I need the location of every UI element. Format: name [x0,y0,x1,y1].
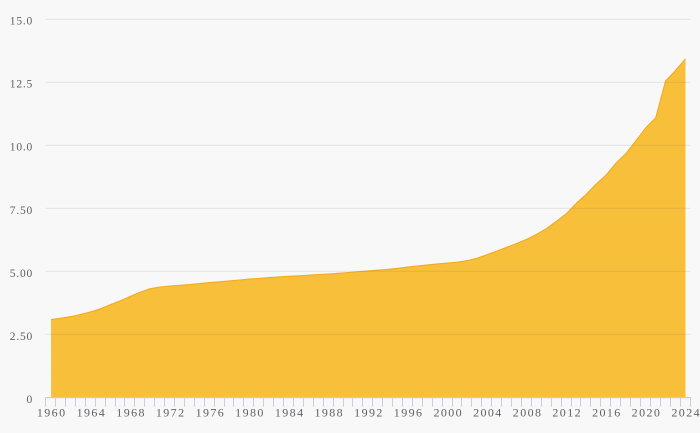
svg-text:2020: 2020 [632,406,662,420]
svg-text:2.50: 2.50 [10,331,33,343]
svg-text:2016: 2016 [592,406,622,420]
svg-text:1988: 1988 [314,406,344,420]
svg-text:1984: 1984 [275,406,305,420]
svg-text:1960: 1960 [37,406,67,420]
svg-text:7.50: 7.50 [10,205,33,217]
svg-text:1976: 1976 [196,406,226,420]
svg-text:2008: 2008 [513,406,543,420]
svg-text:2024: 2024 [671,406,700,420]
svg-text:10.0: 10.0 [10,142,33,154]
svg-text:2000: 2000 [433,406,463,420]
svg-text:15.0: 15.0 [10,16,33,28]
svg-text:2004: 2004 [473,406,503,420]
svg-text:2012: 2012 [552,406,582,420]
svg-text:1992: 1992 [354,406,384,420]
svg-text:5.00: 5.00 [10,268,33,280]
svg-text:1968: 1968 [116,406,146,420]
svg-text:0: 0 [27,394,34,406]
svg-text:1996: 1996 [394,406,424,420]
svg-text:1980: 1980 [235,406,265,420]
svg-text:12.5: 12.5 [10,79,33,91]
svg-text:1972: 1972 [156,406,186,420]
svg-text:1964: 1964 [77,406,107,420]
